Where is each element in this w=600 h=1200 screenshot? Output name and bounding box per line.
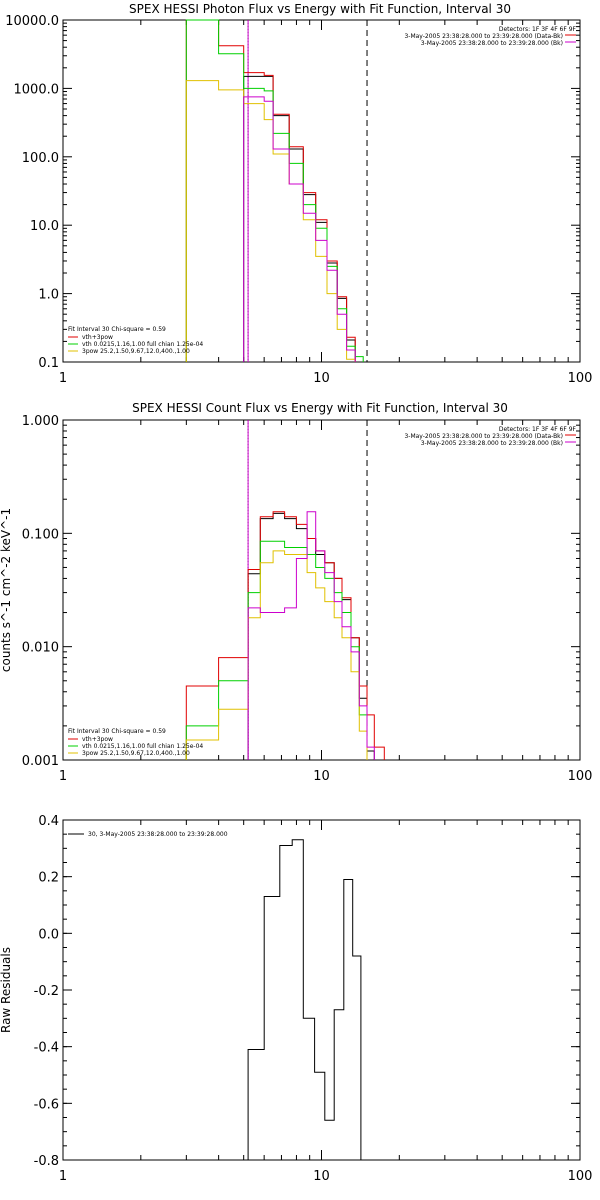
fit-legend-entry: vth 0.0215,1.16,1.00 full chian 1.25e-04 (82, 341, 203, 348)
y-axis: 10000.0 1000.0 100.0 10.0 1.0 0.1 (5, 14, 580, 371)
fit-legend-entry: vth+3pow (82, 334, 113, 341)
count-flux-panel: SPEX HESSI Count Flux vs Energy with Fit… (0, 401, 592, 784)
y-tick-label: 1.0 (38, 288, 59, 303)
series-line (247, 511, 375, 760)
y-tick-label: 1000.0 (14, 82, 60, 97)
y-tick-label: 0.0 (38, 927, 59, 942)
detectors-label: Detectors: 1F 3F 4F 6F 9F (499, 26, 577, 33)
fit-legend-title: Fit Interval 30 Chi-square = 0.59 (68, 728, 166, 735)
y-tick-label: 1.000 (22, 414, 59, 429)
y-tick-label: 100.0 (22, 151, 59, 166)
photon-flux-panel: SPEX HESSI Photon Flux vs Energy with Fi… (5, 2, 592, 386)
data-series (247, 839, 369, 1161)
y-tick-label: 0.1 (38, 356, 59, 371)
x-tick-label: 10 (313, 769, 330, 784)
x-tick-label: 100 (568, 1169, 593, 1184)
y-axis-label: Raw Residuals (0, 947, 13, 1033)
time-range-bk: 3-May-2005 23:38:28.000 to 23:39:28.000 … (421, 40, 563, 47)
residuals-panel: 0.4 0.2 0.0 -0.2 -0.4 -0.6 -0.8 1 10 100 Raw Res… (0, 814, 592, 1184)
reference-lines (247, 20, 368, 362)
y-tick-label: 10.0 (30, 219, 59, 234)
time-range-data: 3-May-2005 23:38:28.000 to 23:39:28.000 … (404, 33, 563, 40)
y-tick-label: 0.010 (22, 641, 59, 656)
fit-legend-entry: vth+3pow (82, 736, 113, 743)
fit-legend-entry: vth 0.0215,1.16,1.00 full chian 1.25e-04 (82, 743, 203, 750)
series-line (185, 19, 356, 362)
x-tick-label: 1 (59, 1169, 67, 1184)
y-tick-label: 0.001 (22, 754, 59, 769)
time-range-data: 3-May-2005 23:38:28.000 to 23:39:28.000 … (404, 433, 563, 440)
x-tick-label: 1 (59, 769, 67, 784)
fit-legend-entry: 3pow 25.2,1.50,9.67,12.0,400.,1.00 (82, 750, 190, 757)
y-tick-label: 0.2 (38, 871, 59, 886)
data-series (185, 19, 364, 362)
y-tick-label: -0.6 (34, 1097, 59, 1112)
series-line (247, 839, 369, 1161)
x-axis: 1 10 100 (59, 820, 593, 1184)
y-axis: 1.000 0.100 0.010 0.001 (22, 414, 580, 769)
x-tick-label: 100 (568, 371, 593, 386)
x-tick-label: 10 (313, 371, 330, 386)
y-tick-label: -0.4 (34, 1041, 59, 1056)
x-tick-label: 1 (59, 371, 67, 386)
fit-legend-entry: 3pow 25.2,1.50,9.67,12.0,400.,1.00 (82, 348, 190, 355)
y-tick-label: 10000.0 (5, 14, 59, 29)
y-tick-label: 0.4 (38, 814, 59, 829)
x-tick-label: 10 (313, 1169, 330, 1184)
detectors-label: Detectors: 1F 3F 4F 6F 9F (499, 426, 577, 433)
y-axis-label: counts s^-1 cm^-2 keV^-1 (0, 508, 13, 672)
x-axis: 1 10 100 (59, 20, 593, 386)
series-line (243, 96, 356, 362)
fit-legend-title: Fit Interval 30 Chi-square = 0.59 (68, 326, 166, 333)
time-range-bk: 3-May-2005 23:38:28.000 to 23:39:28.000 … (421, 440, 563, 447)
y-axis: 0.4 0.2 0.0 -0.2 -0.4 -0.6 -0.8 (34, 814, 580, 1169)
y-tick-label: -0.2 (34, 984, 59, 999)
y-tick-label: -0.8 (34, 1154, 59, 1169)
x-axis: 1 10 100 (59, 420, 593, 784)
chart-title: SPEX HESSI Count Flux vs Energy with Fit… (132, 401, 508, 415)
x-tick-label: 100 (568, 769, 593, 784)
residual-legend-entry: 30, 3-May-2005 23:38:28.000 to 23:39:28.… (88, 831, 228, 838)
y-tick-label: 0.100 (22, 527, 59, 542)
chart-title: SPEX HESSI Photon Flux vs Energy with Fi… (129, 2, 511, 16)
data-series (185, 511, 385, 760)
